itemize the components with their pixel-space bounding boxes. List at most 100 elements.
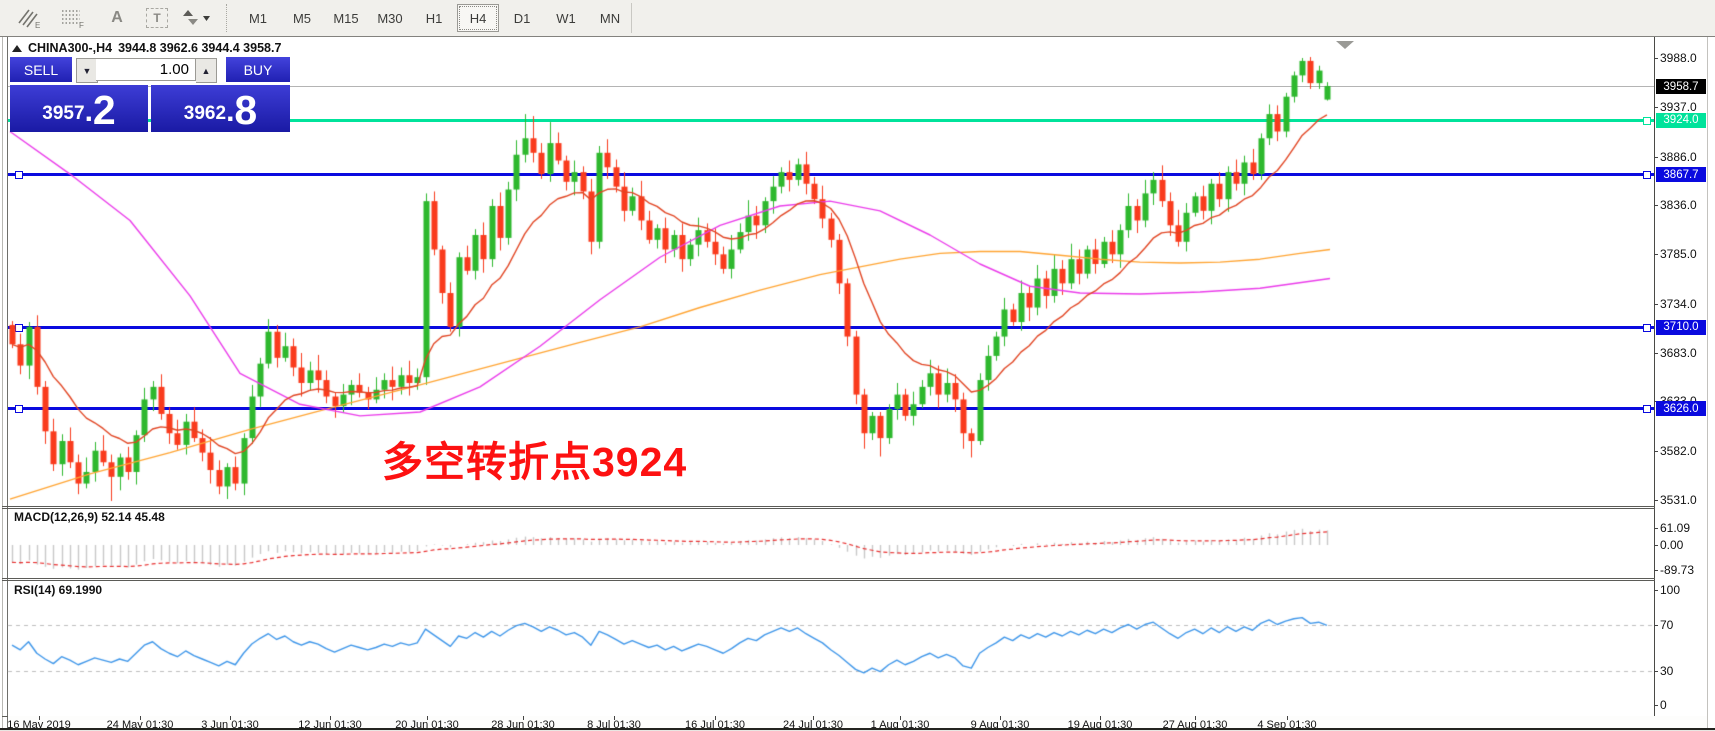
volume-input[interactable] — [96, 58, 196, 81]
time-tick-mark — [140, 716, 141, 720]
sell-price-pips: 2 — [92, 87, 116, 133]
rsi-tick-label: 70 — [1660, 617, 1674, 632]
text-label-icon[interactable]: A — [111, 9, 123, 26]
draw-tool-icon[interactable]: E — [14, 5, 44, 31]
price-tick-label: 3988.0 — [1660, 51, 1697, 65]
volume-decrease-button[interactable]: ▼ — [76, 58, 98, 83]
timeframe-button-mn[interactable]: MN — [599, 10, 621, 26]
chart-annotation-text[interactable]: 多空转折点3924 — [382, 439, 688, 485]
svg-text:E: E — [35, 21, 40, 29]
arrows-tool-icon[interactable] — [182, 5, 212, 31]
toolbar-separator — [631, 3, 632, 33]
rsi-tick-mark — [1654, 670, 1658, 672]
time-tick-mark — [614, 716, 615, 720]
timeframe-button-h4[interactable]: H4 — [457, 4, 499, 32]
time-tick-mark — [427, 716, 428, 720]
rsi-indicator-label: RSI(14) 69.1990 — [14, 583, 103, 597]
collapse-triangle-icon[interactable] — [12, 44, 22, 52]
hline-price-tag: 3924.0 — [1656, 112, 1706, 128]
rsi-tick-mark — [1654, 705, 1658, 706]
macd-tick-mark — [1654, 527, 1658, 529]
price-tick-mark — [1654, 107, 1658, 109]
text-box-icon[interactable]: T — [146, 8, 168, 28]
time-tick-mark — [523, 716, 524, 720]
rsi-tick-label: 0 — [1660, 698, 1667, 712]
timeframe-button-m15[interactable]: M15 — [333, 10, 359, 26]
time-axis-row — [8, 716, 1707, 731]
price-tick-mark — [1654, 303, 1658, 305]
time-tick-mark — [1287, 716, 1288, 720]
rsi-tick-mark — [1654, 590, 1658, 591]
sell-price-button[interactable]: 3957. 2 — [10, 85, 148, 132]
grid-indicator-icon[interactable]: F — [58, 5, 88, 31]
buy-price-button[interactable]: 3962. 8 — [151, 85, 290, 132]
sell-button[interactable]: SELL — [10, 57, 72, 82]
current-price-tag: 3958.7 — [1656, 79, 1706, 95]
pane-separator-macd[interactable] — [2, 506, 1655, 507]
time-tick-mark — [715, 716, 716, 720]
buy-price-main: 3962 — [183, 103, 227, 124]
time-tick-mark — [1000, 716, 1001, 720]
price-tick-mark — [1654, 450, 1658, 452]
volume-increase-button[interactable]: ▲ — [196, 58, 217, 83]
sell-price-main: 3957 — [42, 103, 85, 124]
price-tick-label: 3785.0 — [1660, 247, 1697, 262]
price-tick-mark — [1654, 156, 1658, 158]
macd-tick-mark — [1654, 570, 1658, 572]
timeframe-button-m1[interactable]: M1 — [248, 10, 268, 26]
hline-price-tag: 3710.0 — [1656, 319, 1706, 335]
toolbar: E F A T M1 M5 M15 M30 H1 H4 D1 W1 MN — [0, 0, 1715, 37]
time-tick-mark — [813, 716, 814, 720]
buy-price-pips: 8 — [234, 87, 258, 133]
price-tick-label: 3531.0 — [1660, 493, 1697, 507]
rsi-tick-label: 30 — [1660, 663, 1674, 678]
price-tick-label: 3937.0 — [1660, 100, 1697, 115]
timeframe-group: M1 M5 M15 M30 H1 H4 D1 W1 MN — [227, 4, 631, 32]
chart-shift-marker-icon[interactable] — [1336, 41, 1354, 49]
price-tick-label: 3683.0 — [1660, 345, 1697, 360]
price-tick-mark — [1654, 352, 1658, 354]
timeframe-button-m30[interactable]: M30 — [377, 10, 403, 26]
macd-tick-mark — [1654, 545, 1658, 546]
price-tick-label: 3734.0 — [1660, 296, 1697, 311]
buy-price-dot: . — [226, 95, 235, 128]
rsi-tick-label: 100 — [1660, 583, 1681, 597]
axis-right-border — [1707, 37, 1708, 731]
macd-tick-label: -89.73 — [1660, 563, 1695, 578]
time-tick-mark — [330, 716, 331, 720]
pane-separator-rsi[interactable] — [2, 578, 1655, 579]
one-click-trade-panel: SELL ▼ ▲ BUY 3957.2 3962.8 — [10, 57, 290, 132]
pane-separator-macd-2 — [2, 508, 1655, 509]
symbol-period-label: CHINA300-,H4 — [28, 41, 113, 55]
price-tick-mark — [1654, 500, 1658, 501]
price-axis-column — [1655, 37, 1707, 731]
buy-button[interactable]: BUY — [226, 57, 290, 82]
timeframe-button-d1[interactable]: D1 — [513, 10, 531, 26]
chart-header: CHINA300-,H4 3944.8 3962.6 3944.4 3958.7 — [12, 41, 281, 55]
sell-price-dot: . — [84, 95, 93, 128]
rsi-tick-mark — [1654, 624, 1658, 626]
hline-price-tag: 3867.7 — [1656, 167, 1706, 183]
price-tick-mark — [1654, 58, 1658, 59]
time-tick-mark — [230, 716, 231, 720]
window-bottom-border — [0, 728, 1715, 730]
pane-separator-rsi-2 — [2, 580, 1655, 581]
hline-price-tag: 3626.0 — [1656, 401, 1706, 417]
macd-tick-label: 61.09 — [1660, 520, 1691, 535]
time-tick-mark — [1100, 716, 1101, 720]
time-tick-mark — [1195, 716, 1196, 720]
price-tick-mark — [1654, 254, 1658, 256]
ohlc-values: 3944.8 3962.6 3944.4 3958.7 — [118, 41, 282, 55]
plot-right-border — [1654, 37, 1655, 716]
price-tick-label: 3582.0 — [1660, 443, 1697, 458]
timeframe-button-h1[interactable]: H1 — [425, 10, 443, 26]
timeframe-button-w1[interactable]: W1 — [556, 10, 576, 26]
svg-text:F: F — [79, 21, 84, 29]
price-tick-mark — [1654, 205, 1658, 206]
price-tick-label: 3886.0 — [1660, 149, 1697, 164]
macd-indicator-label: MACD(12,26,9) 52.14 45.48 — [14, 510, 165, 524]
price-tick-label: 3836.0 — [1660, 198, 1697, 212]
timeframe-button-m5[interactable]: M5 — [292, 10, 312, 26]
time-tick-mark — [900, 716, 901, 720]
toolbar-icon-group: E F A T — [0, 4, 227, 32]
